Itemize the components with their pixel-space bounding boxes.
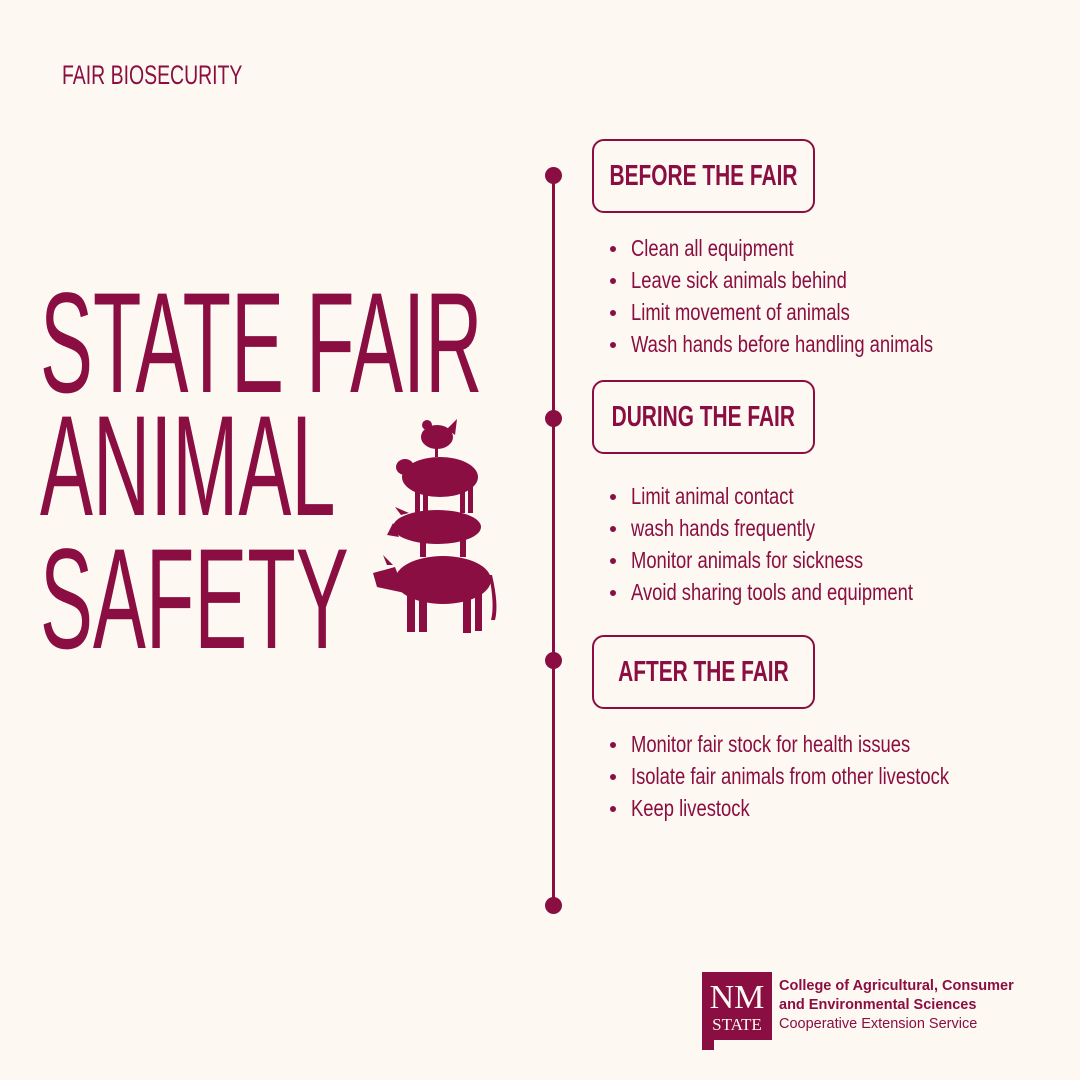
title-line-3: SAFETY (40, 520, 349, 679)
list-item: Leave sick animals behind (610, 264, 1009, 296)
logo-mark-state: STATE (712, 1015, 762, 1034)
list-item: Keep livestock (610, 792, 1029, 824)
timeline-dot (545, 897, 562, 914)
list-item: Limit animal contact (610, 480, 983, 512)
chicken-icon (421, 419, 457, 457)
logo-college-line-2: and Environmental Sciences (779, 997, 977, 1013)
kicker-label: FAIR BIOSECURITY (62, 60, 243, 90)
title-line-2: ANIMAL (40, 387, 336, 546)
list-item: Limit movement of animals (610, 296, 1009, 328)
list-item: Clean all equipment (610, 232, 1009, 264)
list-item: Avoid sharing tools and equipment (610, 576, 983, 608)
nmsu-logo: NM STATE College of Agricultural, Consum… (702, 972, 1072, 1052)
list-item: Wash hands before handling animals (610, 328, 1009, 360)
timeline-dot (545, 410, 562, 427)
stacked-farm-animals-icon (373, 419, 497, 633)
before-list: Clean all equipment Leave sick animals b… (610, 232, 1009, 360)
logo-college-line-1: College of Agricultural, Consumer (779, 978, 1014, 994)
section-heading-after: AFTER THE FAIR (592, 635, 815, 709)
during-list: Limit animal contact wash hands frequent… (610, 480, 983, 608)
sheep-icon (396, 457, 478, 513)
timeline-dot (545, 167, 562, 184)
after-list: Monitor fair stock for health issues Iso… (610, 728, 1029, 824)
new-mexico-state-logo-icon: NM STATE (702, 972, 772, 1050)
list-item: Monitor fair stock for health issues (610, 728, 1029, 760)
title-line-1: STATE FAIR (40, 264, 483, 423)
list-item: Monitor animals for sickness (610, 544, 983, 576)
logo-mark-nm: NM (710, 979, 765, 1016)
list-item: Isolate fair animals from other livestoc… (610, 760, 1029, 792)
list-item: wash hands frequently (610, 512, 983, 544)
timeline-dot (545, 652, 562, 669)
logo-extension-line: Cooperative Extension Service (779, 1016, 978, 1032)
timeline-line (552, 175, 555, 905)
cow-icon (373, 555, 497, 633)
pig-icon (387, 507, 481, 557)
section-heading-before: BEFORE THE FAIR (592, 139, 815, 213)
section-heading-during: DURING THE FAIR (592, 380, 815, 454)
